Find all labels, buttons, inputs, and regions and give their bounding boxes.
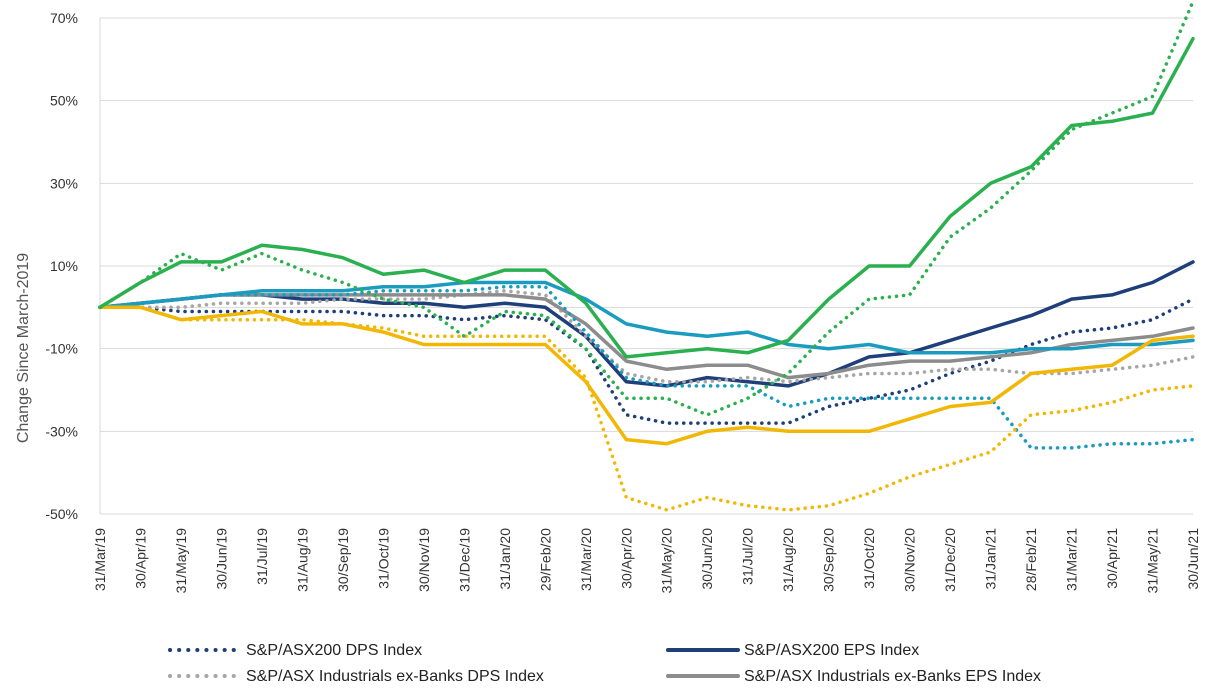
series-line-9: [98, 36, 1195, 359]
x-tick-label: 31/Jan/20: [497, 528, 513, 590]
y-axis-ticks: -50% -30% -10% 10% 30% 50% 70%: [45, 10, 78, 522]
x-tick-label: 31/Jul/20: [740, 528, 756, 585]
y-tick-label: 30%: [50, 175, 78, 191]
series-line-8: [98, 0, 1195, 417]
x-tick-label: 31/Dec/20: [942, 528, 958, 592]
x-tick-label: 30/Jun/20: [699, 528, 715, 590]
series-line-3: [98, 293, 1195, 380]
x-tick-label: 30/Nov/20: [902, 528, 918, 592]
legend-label-0: S&P/ASX200 DPS Index: [246, 642, 422, 659]
x-tick-label: 31/Dec/19: [456, 528, 472, 592]
x-tick-label: 31/Mar/21: [1064, 528, 1080, 591]
x-tick-label: 31/May/19: [173, 528, 189, 594]
x-tick-label: 31/May/21: [1145, 528, 1161, 594]
gridlines: [99, 17, 1193, 515]
x-tick-label: 30/Nov/19: [416, 528, 432, 592]
series-line-1: [98, 260, 1195, 388]
legend-label-3: S&P/ASX Industrials ex-Banks EPS Index: [744, 668, 1041, 685]
y-tick-label: -50%: [45, 506, 78, 522]
y-tick-label: 50%: [50, 93, 78, 109]
x-tick-label: 31/Oct/19: [375, 528, 391, 589]
x-tick-label: 31/Aug/20: [780, 528, 796, 592]
y-axis-title: Change Since March-2019: [15, 253, 32, 443]
x-tick-label: 31/Mar/19: [92, 528, 108, 591]
legend: S&P/ASX200 DPS Index S&P/ASX200 EPS Index…: [168, 642, 1041, 685]
x-tick-label: 28/Feb/21: [1023, 528, 1039, 591]
series-lines: [98, 0, 1195, 512]
x-tick-label: 31/Aug/19: [294, 528, 310, 592]
series-line-4: [98, 284, 1195, 450]
y-tick-label: -10%: [45, 341, 78, 357]
y-tick-label: 70%: [50, 10, 78, 26]
x-tick-label: 31/Jul/19: [254, 528, 270, 585]
x-tick-label: 30/Jun/19: [213, 528, 229, 590]
x-tick-label: 30/Jun/21: [1185, 528, 1201, 590]
y-tick-label: 10%: [50, 258, 78, 274]
series-line-2: [98, 289, 1195, 384]
legend-label-1: S&P/ASX200 EPS Index: [744, 642, 919, 659]
series-line-5: [98, 280, 1195, 355]
y-tick-label: -30%: [45, 423, 78, 439]
legend-label-2: S&P/ASX Industrials ex-Banks DPS Index: [246, 668, 544, 685]
x-tick-label: 31/May/20: [659, 528, 675, 594]
x-tick-label: 30/Apr/21: [1104, 528, 1120, 589]
x-tick-label: 31/Mar/20: [578, 528, 594, 591]
x-tick-label: 31/Oct/20: [861, 528, 877, 589]
x-tick-label: 30/Apr/20: [618, 528, 634, 589]
x-tick-label: 30/Sep/19: [335, 528, 351, 592]
x-axis-ticks: 31/Mar/19 30/Apr/19 31/May/19 30/Jun/19 31/J…: [92, 528, 1201, 594]
x-tick-label: 30/Apr/19: [132, 528, 148, 589]
x-tick-label: 30/Sep/20: [821, 528, 837, 592]
x-tick-label: 29/Feb/20: [537, 528, 553, 591]
series-line-7: [98, 305, 1195, 446]
series-line-6: [98, 305, 1195, 512]
x-tick-label: 31/Jan/21: [983, 528, 999, 590]
